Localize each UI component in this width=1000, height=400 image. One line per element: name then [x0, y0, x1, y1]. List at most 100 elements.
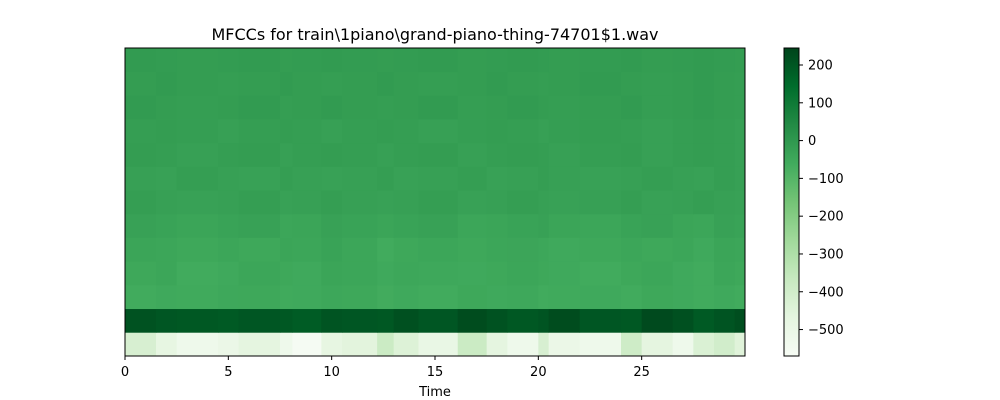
heatmap-cell: [342, 142, 378, 167]
heatmap-cell: [125, 308, 157, 333]
x-tick-label: 10: [323, 365, 340, 380]
heatmap-cell: [693, 332, 715, 357]
heatmap-cell: [292, 308, 322, 333]
heatmap-cell: [507, 190, 539, 215]
x-axis-label: Time: [418, 385, 451, 400]
heatmap-cell: [292, 166, 322, 191]
heatmap-cell: [125, 71, 157, 96]
colorbar-tick-label: 0: [808, 134, 816, 149]
heatmap-cell: [538, 119, 550, 144]
heatmap-cell: [714, 142, 736, 167]
heatmap-cell: [176, 308, 219, 333]
heatmap-cell: [641, 190, 674, 215]
heatmap-cell: [579, 190, 622, 215]
heatmap-cell: [342, 190, 378, 215]
heatmap-cell: [507, 284, 539, 310]
heatmap-cell: [734, 190, 746, 215]
heatmap-cell: [238, 332, 281, 357]
heatmap-cell: [579, 284, 622, 310]
heatmap-cell: [377, 332, 395, 357]
heatmap-cell: [321, 261, 343, 286]
heatmap-cell: [693, 261, 715, 286]
heatmap-cell: [321, 237, 343, 262]
heatmap-cell: [548, 237, 581, 262]
heatmap-cell: [714, 284, 736, 310]
heatmap-cell: [218, 213, 240, 238]
heatmap-cell: [342, 308, 378, 333]
heatmap-cell: [393, 237, 419, 262]
heatmap-cell: [238, 284, 281, 310]
heatmap-cell: [486, 261, 508, 286]
heatmap-cell: [457, 95, 488, 120]
heatmap-cell: [377, 308, 395, 333]
chart-title: MFCCs for train\1piano\grand-piano-thing…: [211, 25, 658, 44]
heatmap-cell: [280, 95, 293, 120]
heatmap-cell: [176, 48, 219, 73]
heatmap-cell: [538, 284, 550, 310]
x-tick-label: 25: [633, 365, 650, 380]
heatmap-cell: [218, 142, 240, 167]
heatmap-cell: [672, 213, 694, 238]
colorbar-tick-label: −200: [808, 210, 844, 225]
heatmap-cell: [548, 119, 581, 144]
heatmap-cell: [218, 332, 240, 357]
heatmap-cell: [693, 95, 715, 120]
colorbar-axis: 200 100 0 −100 −200 −300 −400 −500: [799, 59, 844, 338]
heatmap-cell: [538, 142, 550, 167]
heatmap-cell: [579, 332, 622, 357]
heatmap-cell: [377, 95, 395, 120]
heatmap-cell: [418, 119, 459, 144]
heatmap-cell: [734, 284, 746, 310]
heatmap-cell: [292, 71, 322, 96]
heatmap-cell: [321, 142, 343, 167]
heatmap-cell: [218, 308, 240, 333]
heatmap-cell: [377, 213, 395, 238]
heatmap-cell: [714, 190, 736, 215]
heatmap-cell: [641, 261, 674, 286]
heatmap-cell: [507, 332, 539, 357]
heatmap-cell: [579, 71, 622, 96]
heatmap-cell: [218, 95, 240, 120]
heatmap-cell: [693, 166, 715, 191]
heatmap-cell: [579, 237, 622, 262]
heatmap-cell: [280, 142, 293, 167]
heatmap-cell: [292, 332, 322, 357]
heatmap-cell: [292, 190, 322, 215]
heatmap-cell: [538, 71, 550, 96]
heatmap-cell: [393, 71, 419, 96]
heatmap-cell: [734, 213, 746, 238]
heatmap-cell: [641, 284, 674, 310]
heatmap-cell: [218, 166, 240, 191]
heatmap-cell: [693, 48, 715, 73]
heatmap-cell: [548, 213, 581, 238]
heatmap-cell: [280, 261, 293, 286]
heatmap-cell: [693, 308, 715, 333]
heatmap-cell: [280, 308, 293, 333]
heatmap-cell: [579, 261, 622, 286]
heatmap-cell: [734, 166, 746, 191]
heatmap-cell: [321, 166, 343, 191]
heatmap-cell: [393, 261, 419, 286]
heatmap-cell: [548, 284, 581, 310]
heatmap-cell: [579, 48, 622, 73]
heatmap-cell: [418, 261, 459, 286]
heatmap-cell: [125, 48, 157, 73]
heatmap-cell: [672, 284, 694, 310]
heatmap-cell: [538, 213, 550, 238]
heatmap-cell: [393, 332, 419, 357]
heatmap-cell: [672, 190, 694, 215]
heatmap-cell: [418, 142, 459, 167]
heatmap-cell: [125, 142, 157, 167]
heatmap-cell: [734, 261, 746, 286]
heatmap-cell: [156, 166, 178, 191]
heatmap-cell: [238, 213, 281, 238]
heatmap-cell: [672, 48, 694, 73]
heatmap-cell: [238, 142, 281, 167]
heatmap-cell: [641, 119, 674, 144]
heatmap-cell: [641, 213, 674, 238]
heatmap-cell: [507, 261, 539, 286]
heatmap-cell: [507, 308, 539, 333]
heatmap-cell: [393, 95, 419, 120]
heatmap-cell: [377, 166, 395, 191]
heatmap-cell: [280, 71, 293, 96]
